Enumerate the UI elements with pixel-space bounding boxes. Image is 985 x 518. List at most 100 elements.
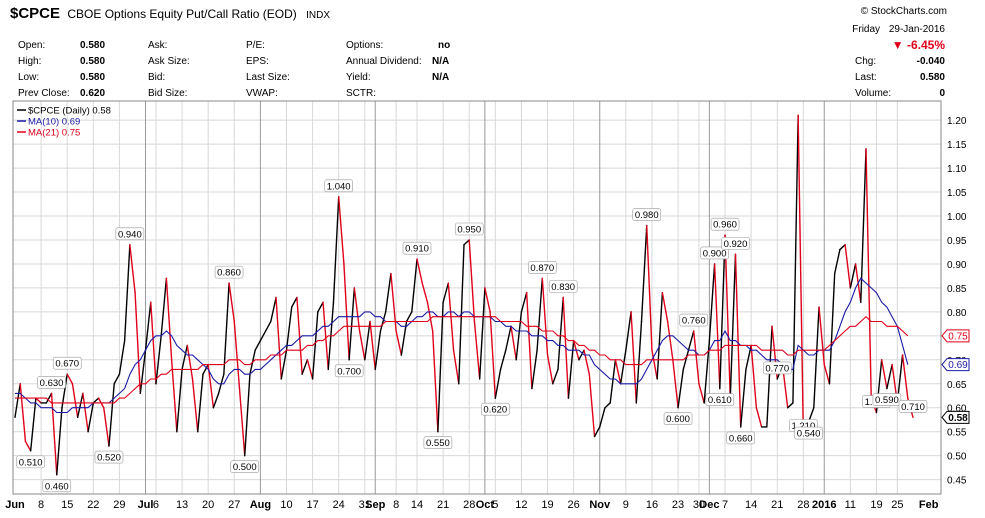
price-segment-49 xyxy=(264,320,272,332)
data-label-15: 0.830 xyxy=(551,282,575,293)
data-label-box-29 xyxy=(898,400,928,413)
price-segment-69 xyxy=(369,320,376,371)
data-label-box-6 xyxy=(214,265,244,279)
price-segment-68 xyxy=(364,320,371,361)
x-tick-label-22: 12 xyxy=(515,499,527,511)
price-segment-110 xyxy=(583,349,591,375)
volume-value: 0 xyxy=(939,88,945,99)
data-label-box-14 xyxy=(528,261,557,274)
ask-size-label: Ask Size: xyxy=(148,56,190,67)
price-segment-22 xyxy=(123,244,131,342)
price-segment-12 xyxy=(71,383,79,419)
x-tick-label-1: 8 xyxy=(38,499,44,511)
price-segment-171 xyxy=(901,354,909,399)
data-label-box-0 xyxy=(16,455,45,469)
price-segment-1 xyxy=(14,383,21,419)
price-segment-137 xyxy=(724,234,731,399)
price-segment-67 xyxy=(358,330,366,361)
y-tick-label-12: 1.05 xyxy=(947,188,967,199)
price-segment-117 xyxy=(619,349,627,385)
brand-watermark: © StockCharts.com xyxy=(860,6,947,17)
price-segment-140 xyxy=(740,368,747,428)
price-segment-167 xyxy=(880,359,888,390)
price-segment-150 xyxy=(792,114,799,404)
legend-entry-2: MA(21) 0.75 xyxy=(28,128,80,139)
prev-close-value: 0.620 xyxy=(80,88,106,99)
price-segment-158 xyxy=(833,248,841,275)
x-tick-label-33: 21 xyxy=(771,499,783,511)
price-segment-35 xyxy=(191,378,199,433)
price-segment-104 xyxy=(552,368,559,385)
data-label-10: 0.910 xyxy=(405,244,429,255)
open-value: 0.580 xyxy=(80,40,106,51)
chg-value: -0.040 xyxy=(916,56,945,67)
price-segment-19 xyxy=(108,383,115,447)
date-text: 29-Jan-2016 xyxy=(888,24,945,35)
price-segment-122 xyxy=(646,224,653,351)
price-segment-139 xyxy=(734,253,742,428)
data-label-box-7 xyxy=(230,460,260,473)
x-tick-label-11: 10 xyxy=(280,499,292,511)
high-value: 0.580 xyxy=(80,56,106,67)
day-text: Friday xyxy=(852,24,881,35)
data-label-box-26 xyxy=(794,426,823,440)
x-tick-label-30: Dec xyxy=(699,499,719,511)
price-segment-123 xyxy=(651,349,658,380)
price-segment-92 xyxy=(489,311,497,399)
data-label-17: 0.600 xyxy=(666,414,690,425)
price-segment-97 xyxy=(515,311,523,361)
data-label-box-10 xyxy=(402,241,432,255)
price-segment-111 xyxy=(588,373,596,438)
low-label: Low: xyxy=(18,72,40,83)
price-segment-50 xyxy=(270,296,277,323)
pe-label: P/E: xyxy=(246,40,265,51)
price-segment-14 xyxy=(82,392,89,433)
volume-row: Volume: 0 xyxy=(855,88,945,99)
price-segment-80 xyxy=(426,301,434,332)
price-segment-70 xyxy=(374,330,382,371)
symbol: $CPCE xyxy=(10,5,61,22)
data-label-28: 0.590 xyxy=(875,395,899,406)
price-segment-135 xyxy=(713,263,721,390)
last-value-markers: 0.75 0.69 0.58 xyxy=(941,329,970,424)
data-label-22: 0.660 xyxy=(729,433,753,444)
price-segment-96 xyxy=(510,325,517,361)
price-segment-78 xyxy=(416,258,423,284)
price-segment-99 xyxy=(525,292,533,390)
open-label: Open: xyxy=(18,40,46,51)
price-segment-163 xyxy=(860,148,867,303)
price-segment-98 xyxy=(520,292,528,313)
y-tick-label-2: 0.55 xyxy=(947,428,967,439)
x-tick-label-2: 15 xyxy=(61,499,73,511)
price-segment-31 xyxy=(170,359,178,433)
price-segment-48 xyxy=(259,330,267,342)
ask-label: Ask: xyxy=(148,40,168,51)
x-tick-label-10: Aug xyxy=(250,499,271,511)
price-segment-112 xyxy=(593,426,601,438)
price-segment-27 xyxy=(150,301,157,385)
price-segment-24 xyxy=(134,292,142,395)
price-segment-77 xyxy=(411,258,418,313)
price-segment-45 xyxy=(244,373,251,457)
x-tick-label-32: 14 xyxy=(745,499,757,511)
x-tick-label-25: Nov xyxy=(589,499,611,511)
last-marker-box-2 xyxy=(941,410,970,424)
series-layer xyxy=(14,114,914,476)
price-segment-4 xyxy=(29,397,37,452)
data-label-19: 0.900 xyxy=(703,248,727,259)
price-segment-131 xyxy=(693,330,700,385)
data-label-box-1 xyxy=(42,479,72,493)
x-tick-label-13: 24 xyxy=(333,499,345,511)
price-segment-55 xyxy=(296,296,303,375)
data-label-16: 0.980 xyxy=(635,210,659,221)
price-segment-136 xyxy=(719,234,726,390)
price-segment-138 xyxy=(729,253,737,399)
last-size-label: Last Size: xyxy=(246,72,290,83)
y-tick-label-13: 1.10 xyxy=(947,164,967,175)
x-tick-label-24: 26 xyxy=(568,499,580,511)
price-segment-15 xyxy=(87,402,95,433)
y-tick-label-3: 0.60 xyxy=(947,404,967,415)
price-segment-95 xyxy=(505,325,512,351)
price-segment-155 xyxy=(818,306,825,366)
